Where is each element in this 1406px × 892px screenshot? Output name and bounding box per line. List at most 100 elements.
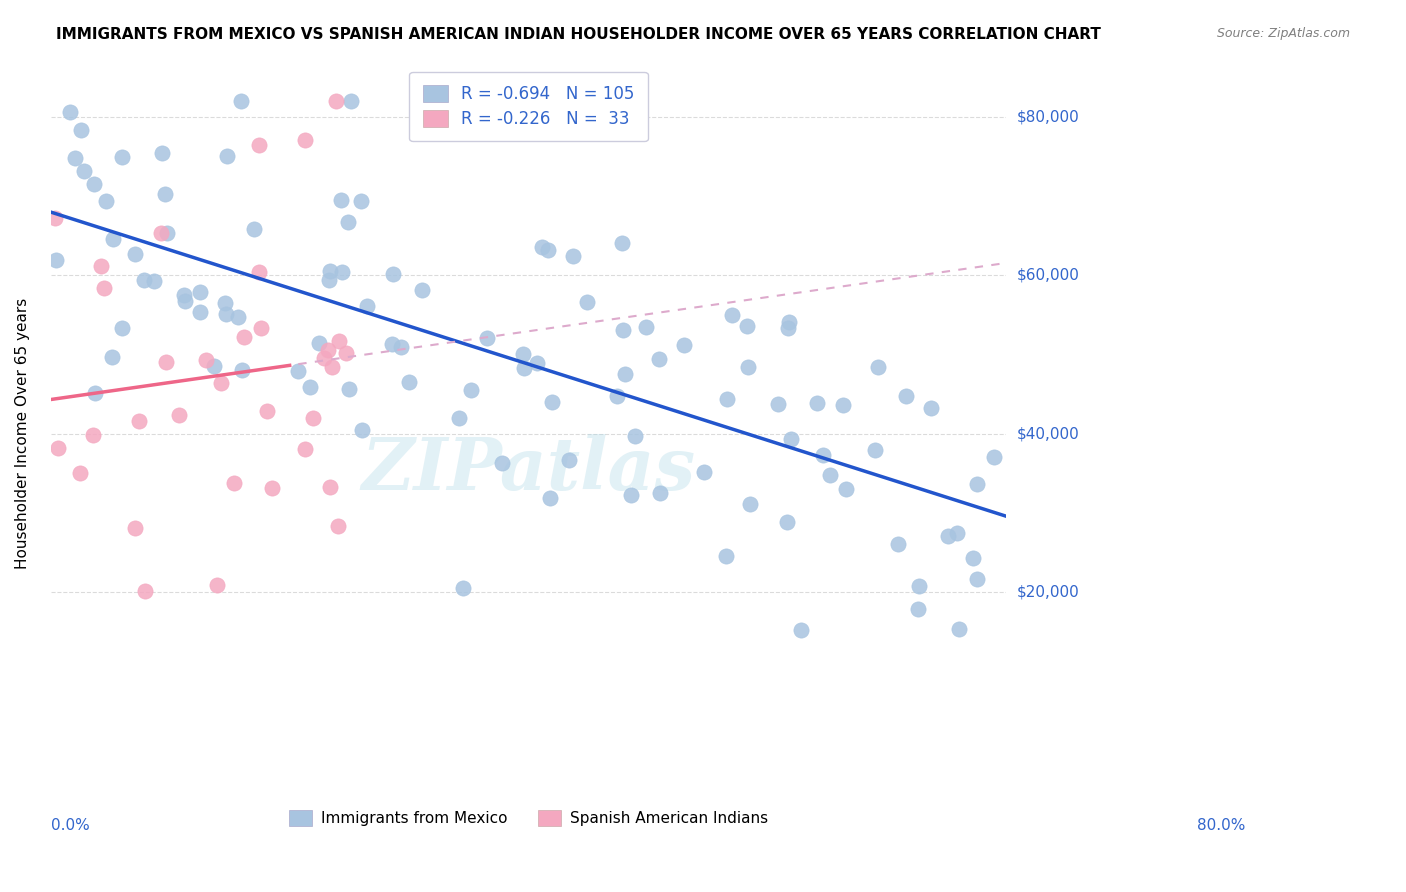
Point bbox=[460, 383, 482, 397]
Point bbox=[806, 396, 828, 410]
Point bbox=[249, 321, 271, 335]
Point bbox=[260, 481, 283, 495]
Point bbox=[45, 253, 67, 268]
Point bbox=[818, 468, 841, 483]
Point bbox=[328, 519, 350, 533]
Point bbox=[209, 376, 232, 391]
Point bbox=[538, 491, 561, 506]
Point bbox=[173, 287, 195, 301]
Point bbox=[82, 428, 104, 442]
Point bbox=[948, 622, 970, 636]
Point bbox=[340, 94, 363, 108]
Text: $20,000: $20,000 bbox=[1017, 584, 1080, 599]
Point bbox=[389, 340, 412, 354]
Point bbox=[648, 351, 671, 366]
Point bbox=[966, 477, 988, 491]
Point bbox=[287, 364, 309, 378]
Point bbox=[110, 321, 132, 335]
Point bbox=[294, 133, 316, 147]
Point bbox=[835, 483, 858, 497]
Point bbox=[336, 215, 359, 229]
Point bbox=[541, 395, 564, 409]
Point bbox=[887, 537, 910, 551]
Y-axis label: Householder Income Over 65 years: Householder Income Over 65 years bbox=[15, 298, 30, 569]
Point bbox=[69, 466, 91, 480]
Point bbox=[672, 338, 695, 352]
Point bbox=[96, 194, 118, 208]
Point bbox=[247, 265, 270, 279]
Point bbox=[612, 323, 634, 337]
Point bbox=[606, 389, 628, 403]
Point bbox=[155, 355, 177, 369]
Point bbox=[330, 194, 353, 208]
Point bbox=[224, 475, 246, 490]
Point bbox=[790, 623, 813, 637]
Point bbox=[513, 361, 536, 376]
Point bbox=[318, 273, 340, 287]
Point bbox=[134, 273, 156, 287]
Point bbox=[328, 334, 350, 348]
Point bbox=[610, 236, 633, 251]
Point bbox=[256, 404, 278, 418]
Point bbox=[894, 389, 917, 403]
Point bbox=[721, 308, 744, 322]
Point bbox=[325, 94, 347, 108]
Point bbox=[537, 244, 560, 258]
Point bbox=[908, 579, 931, 593]
Point bbox=[101, 232, 124, 246]
Point bbox=[778, 316, 800, 330]
Point bbox=[150, 145, 173, 160]
Point bbox=[921, 401, 943, 416]
Point bbox=[868, 360, 890, 375]
Point bbox=[214, 296, 236, 310]
Point bbox=[780, 432, 803, 446]
Text: $40,000: $40,000 bbox=[1017, 426, 1080, 442]
Point bbox=[232, 329, 254, 343]
Point bbox=[73, 163, 96, 178]
Point bbox=[312, 351, 335, 365]
Point bbox=[350, 423, 373, 437]
Point bbox=[188, 285, 211, 300]
Point bbox=[174, 294, 197, 309]
Point bbox=[46, 441, 69, 455]
Point bbox=[335, 345, 357, 359]
Point bbox=[319, 263, 342, 277]
Text: ZIPatlas: ZIPatlas bbox=[361, 434, 696, 505]
Point bbox=[766, 396, 789, 410]
Point bbox=[453, 582, 475, 596]
Point bbox=[308, 335, 330, 350]
Point bbox=[716, 392, 738, 406]
Point bbox=[90, 260, 112, 274]
Point bbox=[188, 304, 211, 318]
Point bbox=[194, 352, 217, 367]
Point bbox=[648, 486, 671, 500]
Point bbox=[59, 105, 82, 120]
Point bbox=[693, 465, 716, 479]
Point bbox=[111, 150, 134, 164]
Point bbox=[714, 549, 737, 563]
Point bbox=[294, 442, 316, 457]
Point bbox=[93, 281, 115, 295]
Point bbox=[321, 360, 343, 375]
Point bbox=[624, 428, 647, 442]
Point bbox=[316, 343, 339, 357]
Text: $60,000: $60,000 bbox=[1017, 268, 1080, 283]
Point bbox=[124, 521, 146, 535]
Point bbox=[150, 226, 173, 240]
Point bbox=[776, 516, 799, 530]
Text: 80.0%: 80.0% bbox=[1197, 819, 1244, 833]
Point bbox=[226, 310, 249, 325]
Point bbox=[337, 382, 360, 396]
Point bbox=[865, 442, 887, 457]
Point bbox=[301, 410, 323, 425]
Point bbox=[156, 227, 179, 241]
Point bbox=[398, 375, 420, 389]
Point bbox=[737, 360, 759, 375]
Point bbox=[167, 408, 190, 422]
Point bbox=[776, 321, 799, 335]
Point bbox=[142, 274, 165, 288]
Point bbox=[576, 294, 599, 309]
Point bbox=[134, 584, 156, 599]
Point bbox=[562, 249, 585, 263]
Text: IMMIGRANTS FROM MEXICO VS SPANISH AMERICAN INDIAN HOUSEHOLDER INCOME OVER 65 YEA: IMMIGRANTS FROM MEXICO VS SPANISH AMERIC… bbox=[56, 27, 1101, 42]
